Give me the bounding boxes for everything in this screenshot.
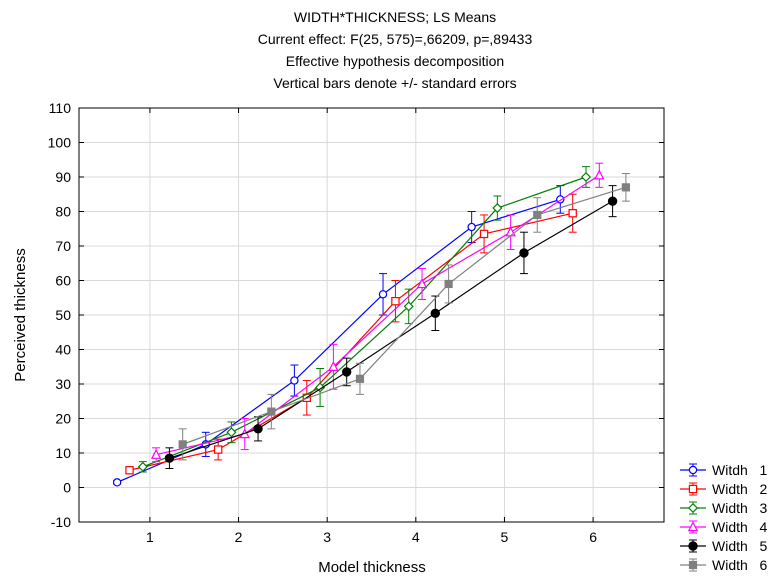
data-point <box>568 209 577 218</box>
data-point <box>416 278 428 289</box>
x-tick-label: 2 <box>235 529 243 545</box>
legend-marker <box>688 541 698 551</box>
data-point <box>226 427 237 438</box>
data-point <box>253 424 263 434</box>
data-point <box>580 171 592 183</box>
series-line <box>155 174 600 456</box>
title-line-2: Current effect: F(25, 575)=,66209, p=,89… <box>258 31 533 47</box>
data-point <box>150 448 162 459</box>
legend-marker <box>687 502 699 514</box>
data-point <box>444 279 453 289</box>
data-point <box>391 297 400 306</box>
title-line-4: Vertical bars denote +/- standard errors <box>273 75 516 91</box>
legend-marker <box>688 484 698 494</box>
y-tick-label: 10 <box>55 445 71 461</box>
series-6 <box>178 173 630 461</box>
data-point <box>594 169 605 180</box>
legend-marker <box>688 560 698 570</box>
data-point <box>403 301 414 312</box>
legend-item-5: Width 5 <box>680 538 767 554</box>
data-point <box>178 440 187 449</box>
x-tick-label: 5 <box>501 529 509 545</box>
data-point <box>355 374 365 383</box>
y-tick-label: 20 <box>55 411 71 427</box>
y-tick-label: 30 <box>55 376 71 392</box>
series-4 <box>150 162 605 463</box>
data-point <box>430 308 441 318</box>
x-axis-label: Model thickness <box>318 559 426 576</box>
data-point <box>341 367 352 377</box>
data-point <box>479 229 489 239</box>
legend-label: Width 2 <box>712 481 767 497</box>
y-axis-label: Perceived thickness <box>12 248 29 381</box>
legend: Witdh 1 Width 2 Width 3 Width 4 Width 5 Width… <box>680 462 767 573</box>
data-point <box>164 453 175 463</box>
legend-item-3: Width 3 <box>680 500 767 516</box>
legend-item-1: Witdh 1 <box>680 462 767 478</box>
data-point <box>112 478 122 487</box>
data-point <box>290 376 299 385</box>
series-line <box>182 186 627 445</box>
title-line-3: Effective hypothesis decomposition <box>286 53 504 69</box>
y-tick-label: 80 <box>55 204 71 220</box>
legend-label: Width 3 <box>712 500 767 516</box>
data-point <box>328 360 339 371</box>
y-tick-label: 50 <box>55 307 71 323</box>
y-tick-label: 40 <box>55 342 71 358</box>
y-tick-label: 90 <box>55 169 71 185</box>
legend-marker <box>688 465 698 475</box>
x-tick-label: 6 <box>589 529 597 545</box>
x-tick-label: 4 <box>412 529 420 545</box>
legend-item-2: Width 2 <box>680 481 767 497</box>
y-tick-label: 100 <box>48 135 72 151</box>
series-line <box>129 212 573 471</box>
series-layer <box>112 162 630 487</box>
x-tick-label: 3 <box>323 529 331 545</box>
legend-label: Width 5 <box>712 538 767 554</box>
series-line <box>142 176 587 468</box>
y-tick-label: 70 <box>55 238 71 254</box>
y-tick-label: -10 <box>51 514 71 530</box>
legend-marker <box>687 521 699 532</box>
data-point <box>378 290 388 299</box>
legend-label: Width 6 <box>712 557 767 573</box>
data-point <box>213 445 223 454</box>
data-point <box>492 203 503 214</box>
axis-ticks: -10 0 10 20 30 40 50 60 70 80 90 100 110 1 2 3 4 5 6 <box>48 100 664 545</box>
title-line-1: WIDTH*THICKNESS; LS Means <box>294 9 496 25</box>
legend-label: Witdh 1 <box>712 462 767 478</box>
data-point <box>621 183 630 192</box>
data-point <box>137 461 148 472</box>
series-line <box>169 200 613 459</box>
data-point <box>267 407 276 416</box>
y-tick-label: 0 <box>63 480 71 496</box>
y-tick-label: 110 <box>49 100 72 116</box>
legend-item-4: Width 4 <box>680 519 767 535</box>
legend-item-6: Width 6 <box>680 557 767 573</box>
data-point <box>533 210 542 220</box>
data-point <box>467 222 476 232</box>
legend-label: Width 4 <box>712 519 767 535</box>
data-point <box>519 248 529 258</box>
data-point <box>315 382 326 393</box>
x-tick-label: 1 <box>146 529 154 545</box>
data-point <box>125 466 134 475</box>
series-5 <box>164 185 618 470</box>
chart-title: WIDTH*THICKNESS; LS Means Current effect… <box>258 9 533 91</box>
y-tick-label: 60 <box>55 273 71 289</box>
grid-lines <box>79 108 664 522</box>
data-point <box>607 196 618 206</box>
series-3 <box>137 166 592 473</box>
